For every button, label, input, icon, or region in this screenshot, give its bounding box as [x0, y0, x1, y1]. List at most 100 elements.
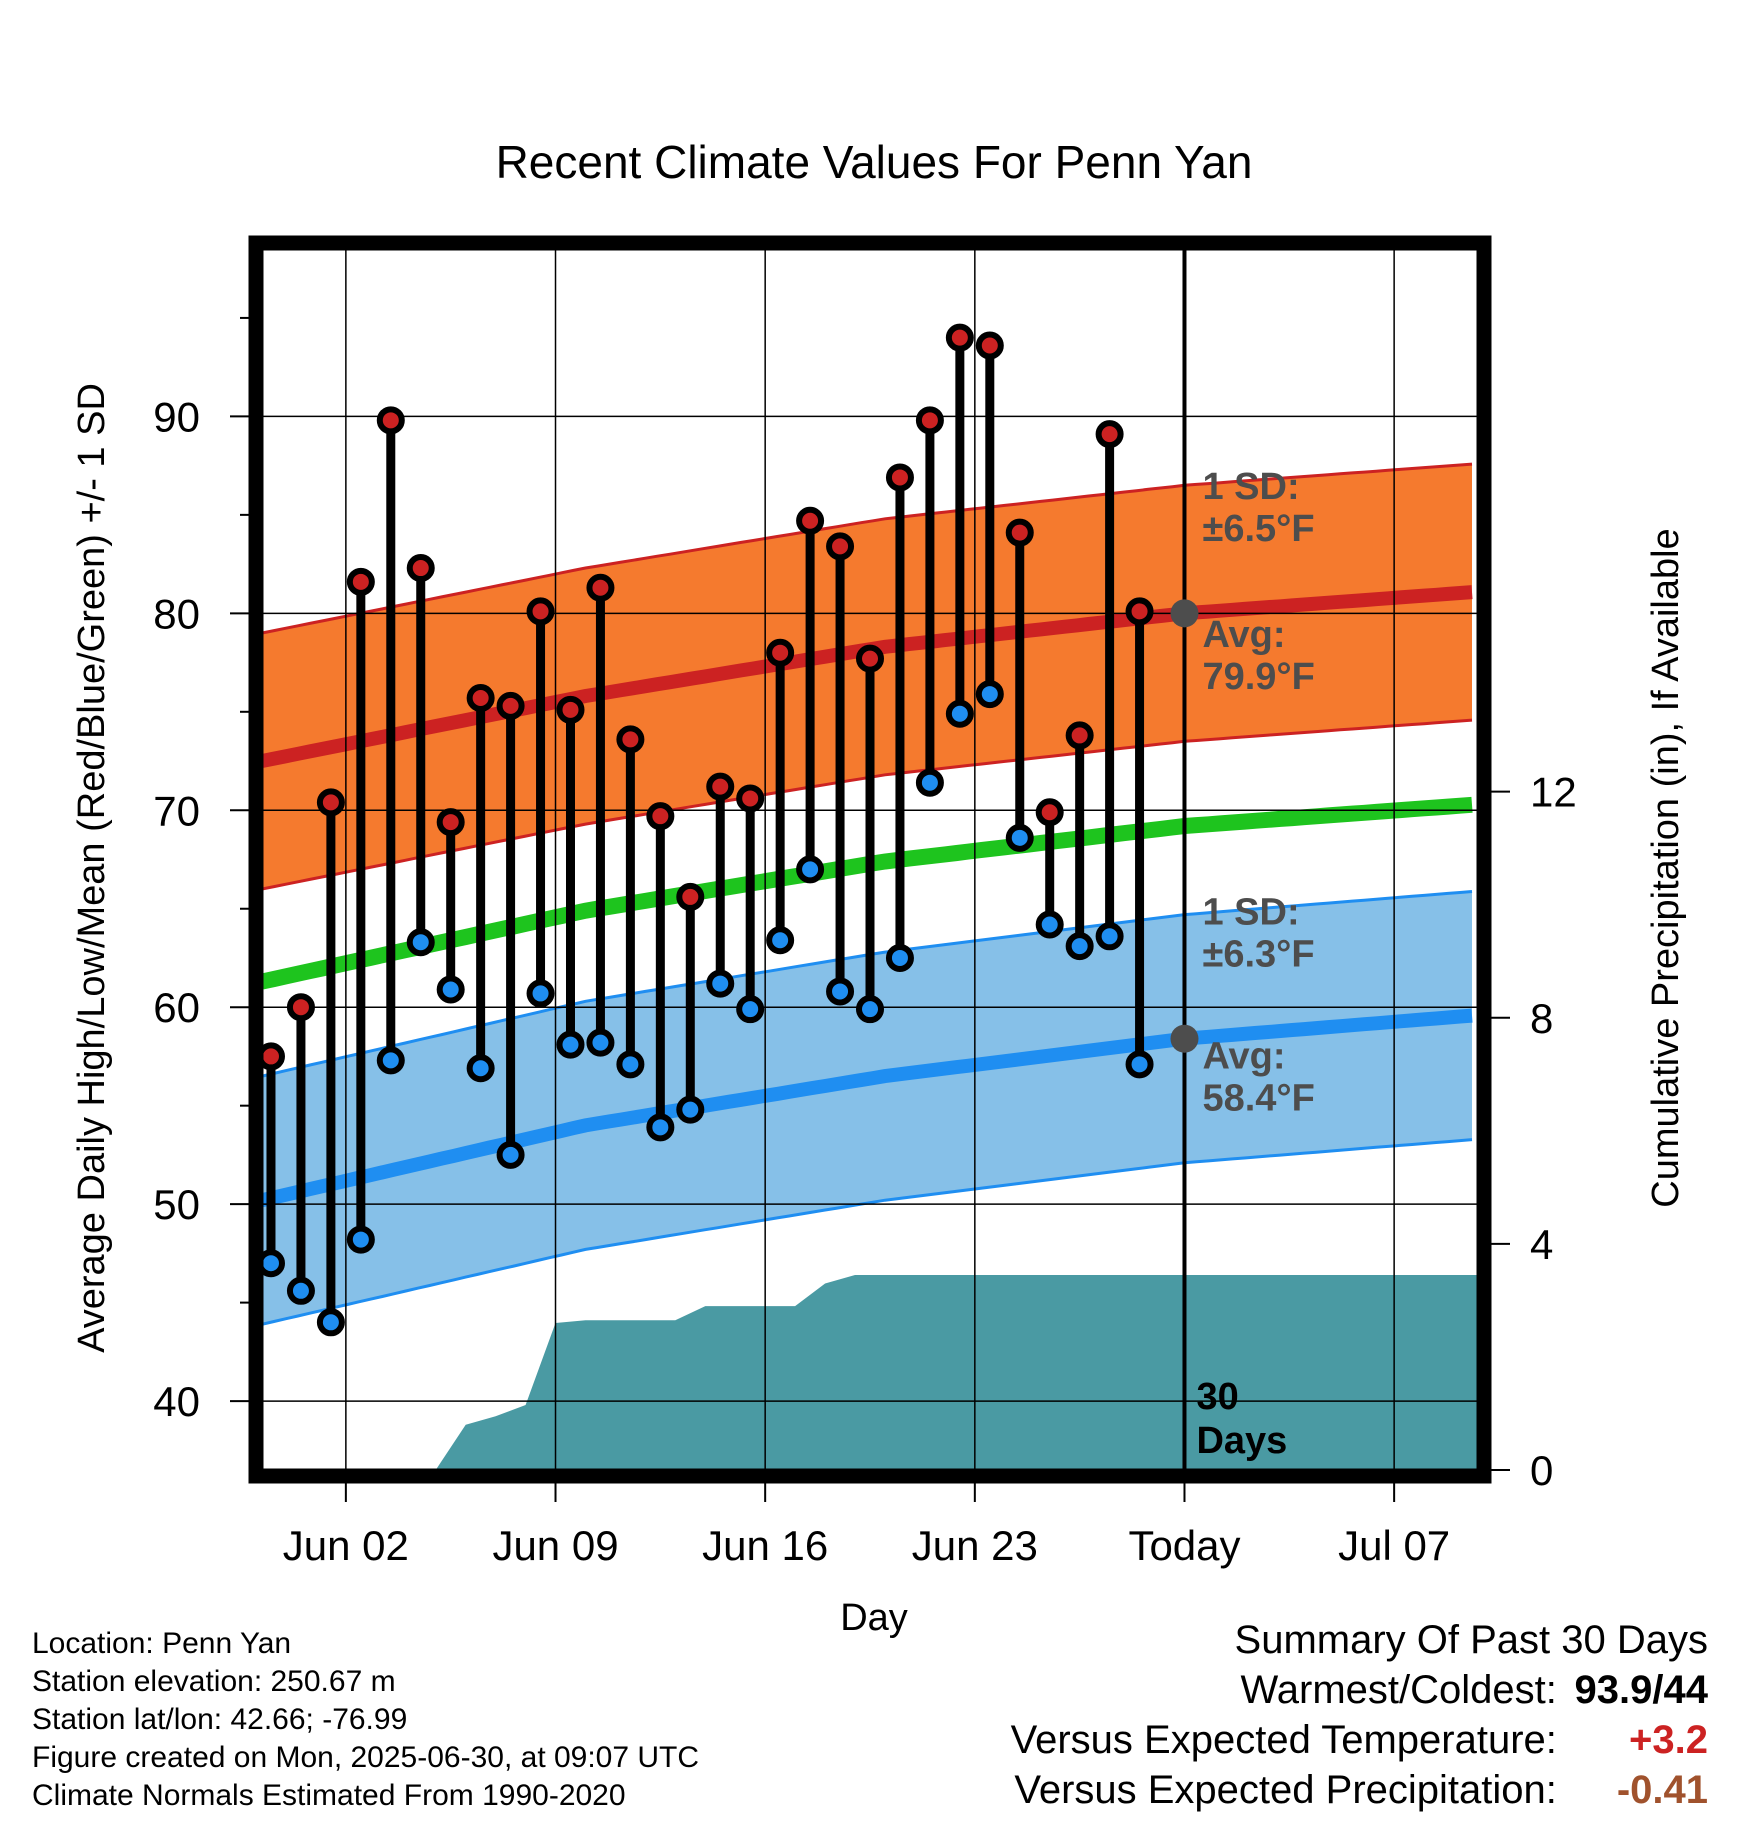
- high-temp-point: [796, 506, 825, 535]
- x-tick-label: Jun 23: [912, 1522, 1038, 1569]
- high-temp-point: [856, 644, 884, 673]
- low-temp-point: [586, 1028, 615, 1057]
- metadata-block: Location: Penn Yan Station elevation: 25…: [32, 1625, 699, 1815]
- precip-area: [262, 1275, 1478, 1470]
- low-temp-point: [975, 680, 1004, 709]
- precip-anomaly-label: Versus Expected Precipitation:: [1014, 1768, 1557, 1812]
- summary-precip-row: Versus Expected Precipitation: -0.41: [1011, 1765, 1708, 1815]
- temp-anomaly-value: +3.2: [1629, 1718, 1708, 1762]
- x-tick-label: Jun 02: [283, 1522, 409, 1569]
- high-temp-point: [676, 882, 705, 911]
- low-temp-point: [526, 979, 555, 1008]
- high-temp-point: [616, 725, 645, 754]
- high-temp-point: [526, 597, 555, 626]
- normals-period-text: Climate Normals Estimated From 1990-2020: [32, 1779, 626, 1812]
- y-tick-label-right: 4: [1530, 1221, 1553, 1268]
- y-tick-label-right: 0: [1530, 1447, 1553, 1494]
- days-label: 30 Days: [1196, 1376, 1287, 1462]
- low-temp-point: [1125, 1050, 1154, 1079]
- low-temp-point: [1065, 932, 1094, 961]
- y-tick-label-right: 8: [1530, 995, 1553, 1042]
- high-temp-point: [496, 691, 525, 720]
- low-temp-point: [1005, 823, 1034, 852]
- high-temp-point: [1125, 597, 1154, 626]
- created-text: Figure created on Mon, 2025-06-30, at 09…: [32, 1741, 700, 1774]
- high-temp-point: [556, 695, 585, 724]
- low-temp-point: [496, 1140, 525, 1169]
- high-temp-point: [975, 331, 1004, 360]
- low-temp-point: [676, 1095, 705, 1124]
- x-axis-title: Day: [840, 1597, 908, 1639]
- high-temp-point: [736, 784, 765, 813]
- high-temp-point: [945, 323, 974, 352]
- low-temp-point: [556, 1030, 585, 1059]
- y-tick-label-right: 12: [1530, 769, 1577, 816]
- summary-block: Summary Of Past 30 Days Warmest/Coldest:…: [1011, 1615, 1708, 1815]
- high-temp-point: [262, 1042, 285, 1071]
- low-temp-point: [736, 995, 765, 1024]
- low-temp-point: [766, 926, 795, 955]
- high-temp-point: [646, 802, 675, 831]
- high-temp-point: [586, 573, 615, 602]
- low-temp-point: [915, 768, 944, 797]
- low-temp-point: [616, 1050, 645, 1079]
- precip-anomaly-value: -0.41: [1616, 1768, 1708, 1812]
- high-sd-upper-edge: [262, 462, 1473, 635]
- high-temp-point: [316, 788, 345, 817]
- low-avg-annotation: Avg: 58.4°F: [1202, 1035, 1314, 1119]
- high-temp-point: [406, 554, 435, 583]
- high-temp-point: [826, 532, 855, 561]
- low-temp-point: [286, 1276, 315, 1305]
- low-temp-point: [466, 1054, 495, 1083]
- chart-title: Recent Climate Values For Penn Yan: [496, 136, 1253, 188]
- high-temp-point: [1065, 721, 1094, 750]
- high-temp-point: [1095, 420, 1124, 449]
- x-tick-label: Jul 07: [1338, 1522, 1450, 1569]
- warmest-label: Warmest/Coldest:: [1240, 1668, 1557, 1712]
- x-tick-label: Jun 16: [702, 1522, 828, 1569]
- high-temp-point: [346, 567, 375, 596]
- high-temp-point: [766, 638, 795, 667]
- high-temp-point: [706, 772, 735, 801]
- low-sd-annotation: 1 SD: ±6.3°F: [1202, 891, 1314, 975]
- x-tick-label: Jun 09: [492, 1522, 618, 1569]
- y-axis-title-right: Cumulative Precipitation (in), If Availa…: [1645, 528, 1687, 1207]
- plot-frame: [248, 235, 1492, 1484]
- high-temp-point: [885, 463, 914, 492]
- temp-anomaly-label: Versus Expected Temperature:: [1010, 1718, 1557, 1762]
- low-temp-point: [1095, 922, 1124, 951]
- x-tick-label: Today: [1128, 1522, 1240, 1569]
- low-temp-point: [706, 969, 735, 998]
- y-tick-label-left: 70: [153, 787, 200, 834]
- high-temp-point: [1035, 798, 1064, 827]
- low-temp-point: [796, 855, 825, 884]
- location-text: Location: Penn Yan: [32, 1627, 292, 1660]
- low-sd-band: [262, 891, 1472, 1325]
- low-temp-point: [316, 1308, 345, 1337]
- low-temp-point: [406, 928, 435, 957]
- high-temp-point: [1005, 518, 1034, 547]
- high-temp-point: [376, 406, 405, 435]
- summary-temp-row: Versus Expected Temperature: +3.2: [1011, 1715, 1708, 1765]
- low-temp-point: [826, 977, 855, 1006]
- high-avg-annotation: Avg: 79.9°F: [1202, 614, 1314, 698]
- low-sd-lower-edge: [262, 1138, 1473, 1326]
- y-tick-label-left: 40: [153, 1378, 200, 1425]
- low-temp-point: [646, 1113, 675, 1142]
- low-temp-point: [346, 1225, 375, 1254]
- high-temp-point: [286, 993, 315, 1022]
- today-avg-high-marker: [1170, 599, 1199, 628]
- summary-warmest-row: Warmest/Coldest: 93.9/44: [1011, 1665, 1709, 1715]
- today-avg-low-marker: [1170, 1024, 1199, 1053]
- low-temp-point: [856, 995, 884, 1024]
- latlon-text: Station lat/lon: 42.66; -76.99: [32, 1703, 408, 1736]
- low-temp-point: [1035, 910, 1064, 939]
- y-tick-label-left: 60: [153, 984, 200, 1031]
- high-temp-point: [436, 808, 465, 837]
- low-temp-point: [376, 1046, 405, 1075]
- elevation-text: Station elevation: 250.67 m: [32, 1665, 396, 1698]
- plot-area: [262, 249, 1478, 1470]
- y-tick-label-left: 50: [153, 1181, 200, 1228]
- avg-low-line: [262, 1008, 1473, 1208]
